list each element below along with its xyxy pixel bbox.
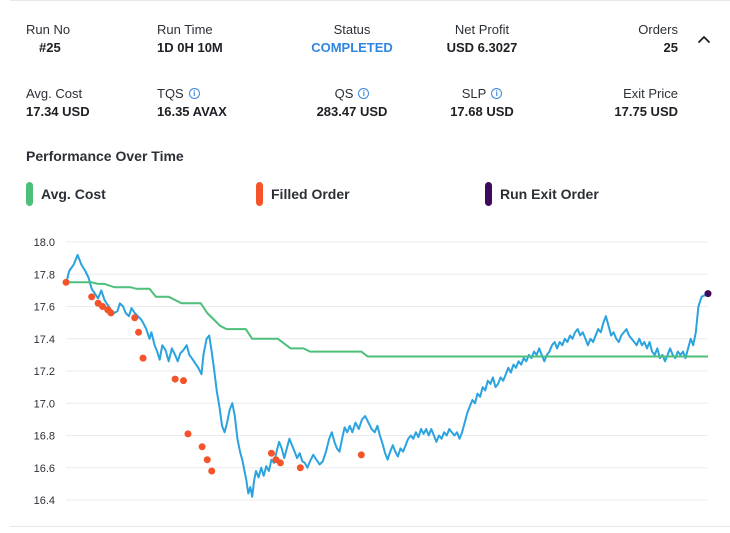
- filled-order-marker: [357, 451, 365, 459]
- exit-price-value: 17.75 USD: [614, 104, 678, 119]
- qs-label: QS: [334, 86, 354, 101]
- avg-cost-series-line: [66, 281, 708, 358]
- slp-cell: SLP i 17.68 USD: [422, 86, 542, 120]
- run-time-label: Run Time: [157, 22, 213, 37]
- slp-label: SLP: [461, 86, 487, 101]
- filled-order-marker: [179, 377, 187, 385]
- tqs-label: TQS: [157, 86, 184, 101]
- y-tick-label: 17.8: [34, 269, 55, 281]
- filled-order-marker: [296, 464, 304, 472]
- filled-order-marker: [131, 314, 139, 322]
- filled-order-marker: [99, 303, 107, 310]
- filled-order-marker: [107, 309, 115, 317]
- price-series-line: [65, 253, 709, 498]
- exit-price-cell: Exit Price 17.75 USD: [578, 86, 678, 120]
- legend-swatch: [256, 182, 263, 206]
- avg-cost-value: 17.34 USD: [26, 104, 90, 119]
- legend-swatch: [485, 182, 492, 206]
- net-profit-cell: Net Profit USD 6.3027: [422, 22, 542, 56]
- filled-order-marker: [62, 278, 70, 286]
- avg-cost-cell: Avg. Cost 17.34 USD: [26, 86, 90, 120]
- exit-price-label: Exit Price: [623, 86, 678, 101]
- legend-label: Avg. Cost: [41, 186, 106, 202]
- filled-order-marker: [267, 449, 275, 457]
- run-no-label: Run No: [26, 22, 71, 37]
- chevron-up-icon[interactable]: [696, 31, 712, 47]
- y-tick-label: 18.0: [34, 237, 55, 249]
- top-divider: [10, 0, 730, 1]
- y-tick-label: 17.2: [34, 366, 55, 378]
- section-title: Performance Over Time: [26, 148, 184, 164]
- orders-label: Orders: [638, 22, 678, 37]
- legend-run-exit-order[interactable]: Run Exit Order: [485, 182, 599, 206]
- run-no-value: #25: [39, 40, 61, 55]
- net-profit-value: USD 6.3027: [446, 40, 518, 55]
- info-icon[interactable]: i: [491, 88, 503, 100]
- run-time-value: 1D 0H 10M: [157, 40, 223, 55]
- legend-avg-cost[interactable]: Avg. Cost: [26, 182, 106, 206]
- filled-order-marker: [171, 375, 179, 383]
- filled-order-marker: [135, 328, 143, 336]
- run-time-cell: Run Time 1D 0H 10M: [157, 22, 223, 56]
- bottom-divider: [10, 526, 730, 527]
- tqs-cell: TQS i 16.35 AVAX: [157, 86, 227, 120]
- filled-order-marker: [203, 456, 211, 464]
- legend-label: Run Exit Order: [500, 186, 599, 202]
- legend-label: Filled Order: [271, 186, 350, 202]
- filled-order-marker: [198, 443, 206, 451]
- qs-cell: QS i 283.47 USD: [292, 86, 412, 120]
- y-tick-label: 16.8: [34, 431, 55, 443]
- filled-order-marker: [139, 354, 147, 362]
- legend-filled-order[interactable]: Filled Order: [256, 182, 350, 206]
- status-label: Status: [333, 22, 371, 37]
- filled-order-marker: [276, 459, 284, 467]
- y-tick-label: 16.4: [34, 495, 55, 507]
- performance-chart: 16.4 16.6 16.8 17.0 17.2 17.4 17.6 17.8 18.0: [34, 237, 712, 507]
- orders-value: 25: [663, 40, 678, 55]
- avg-cost-label: Avg. Cost: [26, 86, 83, 101]
- status-cell: Status COMPLETED: [292, 22, 412, 56]
- y-tick-label: 17.0: [34, 398, 55, 410]
- legend-swatch: [26, 182, 33, 206]
- info-icon[interactable]: i: [188, 88, 200, 100]
- filled-order-marker: [184, 430, 192, 438]
- status-value: COMPLETED: [311, 40, 393, 55]
- tqs-value: 16.35 AVAX: [157, 104, 227, 119]
- y-tick-label: 17.4: [34, 334, 55, 346]
- y-tick-label: 16.6: [34, 463, 55, 475]
- filled-order-marker: [208, 467, 216, 475]
- net-profit-label: Net Profit: [454, 22, 510, 37]
- filled-order-marker: [88, 293, 96, 301]
- slp-value: 17.68 USD: [450, 104, 514, 119]
- orders-cell: Orders 25: [578, 22, 678, 56]
- y-tick-label: 17.6: [34, 302, 55, 314]
- qs-value: 283.47 USD: [316, 104, 388, 119]
- run-no-cell: Run No #25: [26, 22, 70, 56]
- info-icon[interactable]: i: [358, 88, 370, 100]
- run-exit-order-marker: [704, 290, 712, 298]
